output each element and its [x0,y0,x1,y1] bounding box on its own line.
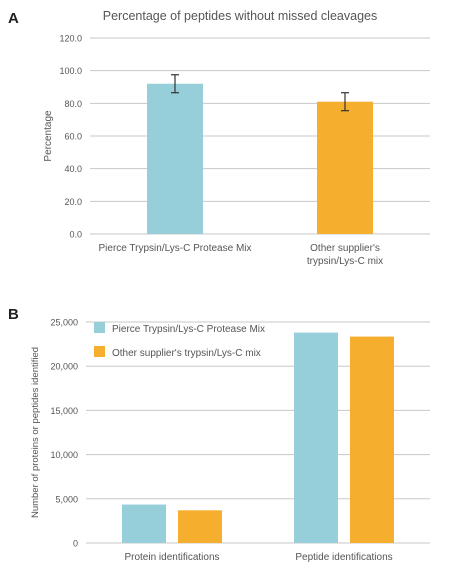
chart-a-errorbar [341,92,349,112]
panel-a-letter: A [8,10,19,27]
chart-b-ytick-label: 0 [73,539,78,549]
chart-a-bar [147,83,203,234]
chart-a-ytick-label: 100.0 [59,66,82,76]
chart-b-legend-swatch [94,346,105,357]
chart-a-title: Percentage of peptides without missed cl… [103,9,377,23]
chart-a-ytick-label: 0.0 [69,230,82,240]
chart-b-legend-label: Pierce Trypsin/Lys-C Protease Mix [112,324,265,335]
chart-b-ytick-label: 10,000 [50,450,78,460]
chart-a-ytick-label: 120.0 [59,34,82,44]
chart-a-bar [317,101,373,234]
chart-a-ytick-label: 20.0 [64,197,82,207]
chart-b-bar [294,332,338,543]
chart-a-ytick-label: 80.0 [64,99,82,109]
chart-b-ytick-label: 25,000 [50,318,78,328]
chart-b-bar [350,336,394,543]
chart-b-legend-swatch [94,322,105,333]
chart-b: 0 5,000 10,000 15,000 20,000 25,000 Number of … [30,318,430,563]
panel-b-letter: B [8,306,19,323]
chart-a-ytick-label: 60.0 [64,132,82,142]
chart-a-category-label: Other supplier's [310,243,380,254]
chart-b-category-label: Peptide identifications [295,552,392,563]
chart-b-bar [178,510,222,543]
chart-a-errorbar [171,74,179,94]
chart-b-ytick-label: 20,000 [50,362,78,372]
chart-a-category-label: trypsin/Lys-C mix [307,256,383,267]
chart-a: Percentage of peptides without missed cl… [43,9,430,267]
chart-a-ytick-label: 40.0 [64,164,82,174]
chart-b-legend-label: Other supplier's trypsin/Lys-C mix [112,348,261,359]
chart-b-ylabel: Number of proteins or peptides identifie… [30,347,41,518]
chart-b-ytick-label: 5,000 [55,494,78,504]
chart-a-ylabel: Percentage [43,110,54,162]
chart-b-bar [122,504,166,543]
chart-a-category-label: Pierce Trypsin/Lys-C Protease Mix [98,243,251,254]
chart-b-category-label: Protein identifications [124,552,219,563]
chart-b-ytick-label: 15,000 [50,406,78,416]
